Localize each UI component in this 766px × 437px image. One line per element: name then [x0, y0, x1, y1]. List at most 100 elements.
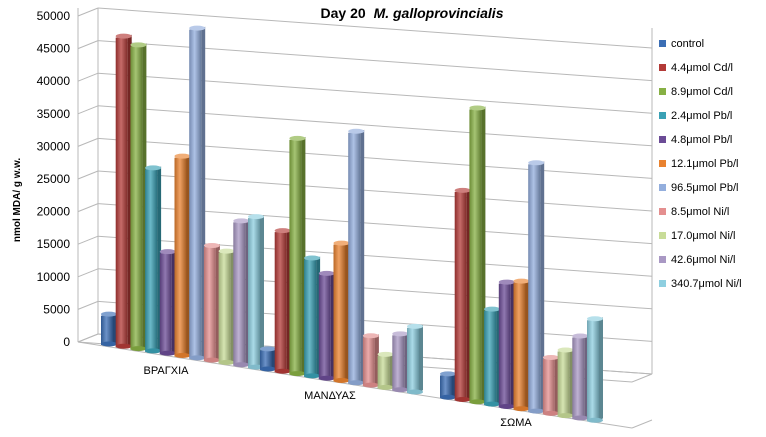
bar — [484, 306, 501, 407]
bar — [440, 371, 456, 400]
bar — [145, 165, 162, 354]
bar-bottom — [145, 348, 162, 354]
bar-bottom — [274, 368, 291, 374]
bar-bottom — [469, 399, 486, 405]
bar-front — [528, 164, 541, 413]
gridline-depth — [77, 235, 99, 245]
bar-side — [260, 215, 264, 369]
bar-top — [101, 311, 117, 317]
legend-label: 96.5μmol Pb/l — [671, 182, 738, 194]
bar — [362, 333, 379, 388]
legend-label: 4.8μmol Pb/l — [671, 134, 732, 146]
bar-bottom — [260, 366, 276, 372]
bar-top — [289, 135, 306, 141]
legend-swatch — [659, 208, 666, 215]
y-tick-label: 40000 — [37, 74, 71, 88]
bar — [557, 347, 574, 419]
bar-side — [360, 129, 365, 384]
bar-front — [145, 169, 158, 352]
bar-front — [484, 310, 497, 406]
bar-front — [348, 132, 361, 384]
bar-bottom — [203, 357, 220, 363]
floor — [77, 333, 653, 383]
bar-top — [407, 323, 423, 329]
bar-front — [203, 247, 216, 362]
bar-top — [484, 306, 501, 312]
bar-top — [557, 347, 574, 353]
bar-top — [542, 354, 559, 360]
bar-front — [333, 244, 346, 382]
legend-label: 17.0μmol Ni/l — [671, 230, 735, 242]
bar-top — [159, 249, 176, 255]
bar-top — [513, 278, 530, 284]
bar-bottom — [572, 415, 589, 421]
bar-top — [362, 333, 379, 339]
bar-top — [377, 351, 394, 357]
bar-front — [289, 139, 302, 375]
gridline — [97, 7, 653, 49]
bar-bottom — [377, 384, 394, 390]
legend-label: 42.6μmol Ni/l — [671, 254, 735, 266]
bar-top — [440, 371, 456, 377]
bar — [587, 316, 603, 423]
y-tick-label: 10000 — [37, 270, 71, 284]
bar-bottom — [233, 362, 250, 368]
bar-bottom — [218, 359, 235, 365]
y-tick-label: 45000 — [37, 42, 71, 56]
y-tick-label: 30000 — [37, 139, 71, 153]
bar — [348, 128, 365, 386]
bar-bottom — [513, 406, 530, 412]
bar-bottom — [407, 389, 423, 395]
y-tick-label: 0 — [63, 335, 70, 349]
bar-side — [419, 324, 423, 394]
bar-top — [454, 187, 471, 193]
bar — [130, 42, 147, 352]
legend-swatch — [659, 184, 666, 191]
bar-top — [248, 214, 264, 220]
chart-title: Day 20 M. galloprovincialis — [321, 5, 504, 21]
legend-swatch — [659, 40, 666, 47]
bar-bottom — [159, 350, 176, 356]
bar-bottom — [498, 403, 515, 409]
bar — [572, 333, 589, 421]
bar — [304, 255, 321, 379]
bar-bottom — [362, 382, 379, 388]
legend-label: 12.1μmol Pb/l — [671, 158, 738, 170]
legend-swatch — [659, 64, 666, 71]
y-tick-label: 20000 — [37, 205, 71, 219]
legend-swatch — [659, 256, 666, 263]
legend-swatch — [659, 112, 666, 119]
bar — [407, 323, 423, 395]
y-tick-label: 50000 — [37, 9, 71, 23]
bar — [248, 214, 264, 370]
bar-front — [130, 46, 143, 350]
bar-front — [304, 259, 317, 377]
gridline-depth — [77, 72, 99, 82]
bar-top — [348, 128, 365, 134]
bar-front — [392, 335, 405, 391]
bar-top — [233, 218, 250, 224]
bar-top — [203, 243, 220, 249]
gridline-depth — [77, 268, 99, 278]
bar-bottom — [101, 341, 117, 347]
bar — [542, 354, 559, 416]
bar-front — [513, 282, 526, 410]
y-tick-label: 5000 — [43, 302, 70, 316]
gridline — [97, 105, 653, 147]
bar — [392, 331, 409, 393]
bar-bottom — [587, 417, 603, 423]
chart-title-main: Day 20 — [321, 5, 366, 21]
legend: control 4.4μmol Cd/l 8.9μmol Cd/l 2.4μmol P… — [659, 38, 742, 290]
category-label: ΜΑΝΔΥΑΣ — [304, 390, 356, 402]
legend-swatch — [659, 88, 666, 95]
bar-top — [318, 270, 335, 276]
gridline-depth — [77, 170, 99, 180]
gridline-depth — [77, 137, 99, 147]
bar-front — [572, 337, 585, 419]
bar-front — [218, 252, 231, 364]
category-label: ΒΡΑΓΧΙΑ — [144, 365, 190, 377]
y-ticks: 0 5000 10000 15000 20000 25000 30000 35000 40000… — [37, 9, 71, 349]
legend-label: 8.5μmol Ni/l — [671, 206, 729, 218]
bar-front — [174, 157, 187, 357]
bar-front — [248, 218, 260, 369]
